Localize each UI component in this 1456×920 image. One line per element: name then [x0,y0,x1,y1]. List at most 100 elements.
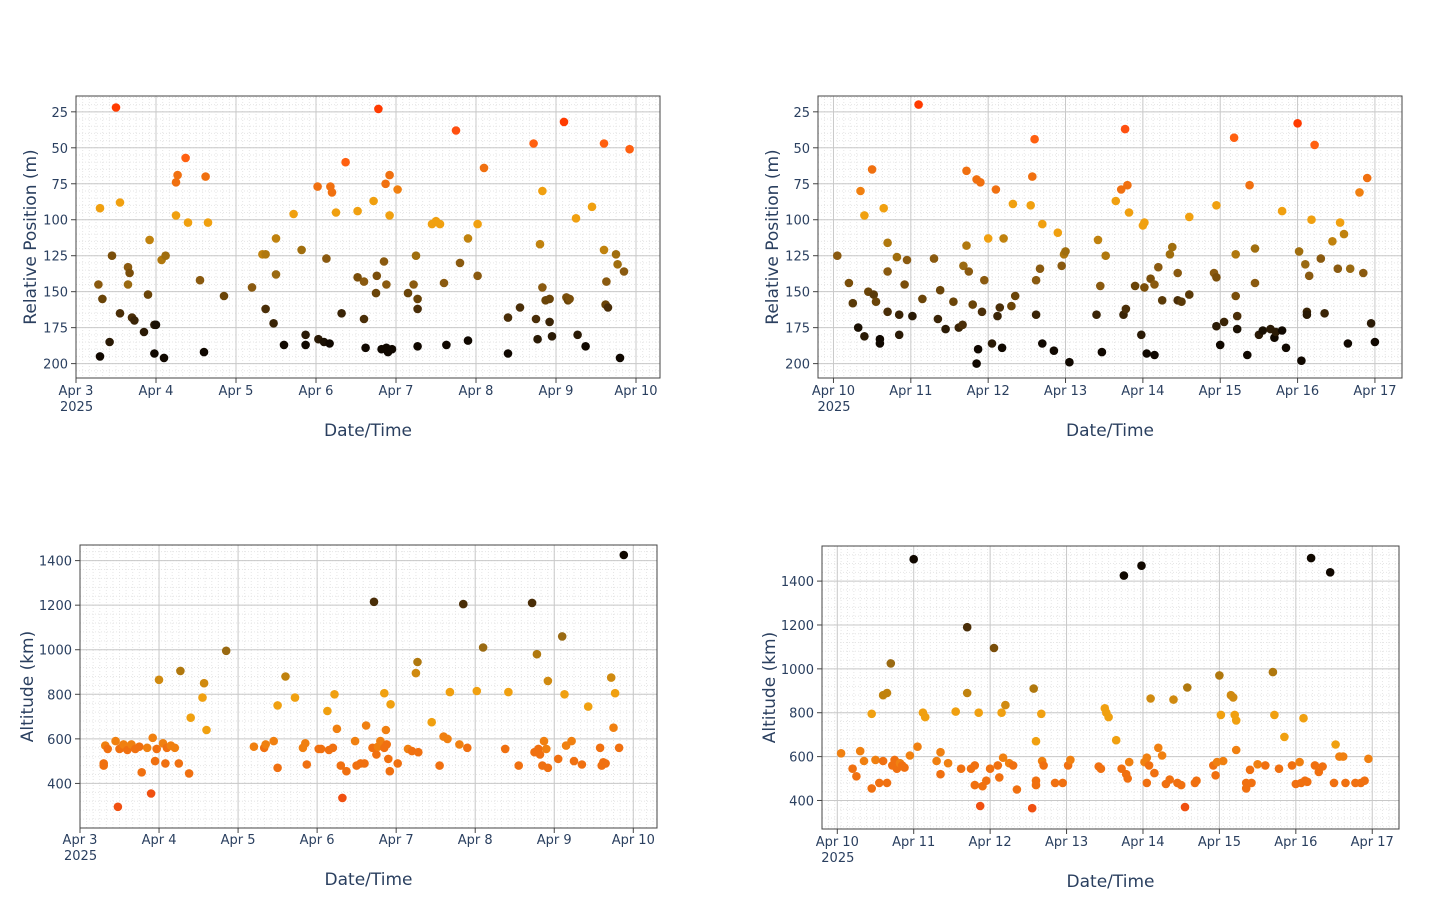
data-point [439,278,449,288]
data-point [860,211,869,220]
data-point [1001,700,1010,710]
data-point [1142,778,1152,788]
data-point [442,340,451,350]
data-point [902,255,912,265]
x-tick-label: Apr 3 [59,384,94,399]
data-point [989,643,999,653]
x-tick-label: Apr 13 [1045,835,1088,850]
data-point [1333,264,1343,274]
data-point [975,801,985,811]
data-point [977,307,987,317]
data-point [247,283,257,292]
data-point [203,218,213,227]
y-tick-label: 125 [43,250,68,265]
y-tick-label: 400 [47,777,72,792]
data-point [148,733,157,743]
data-point [125,268,134,278]
data-point [105,337,114,347]
x-tick-label: Apr 6 [299,384,334,399]
data-point [139,327,149,337]
y-tick-label: 75 [51,178,68,193]
data-point [1146,694,1155,703]
data-point [1229,133,1239,142]
data-point [545,294,554,304]
y-tick-label: 1200 [39,599,72,614]
data-point [529,139,538,148]
data-point [269,319,278,328]
data-point [894,330,904,340]
data-point [393,759,403,768]
y-tick-label: 25 [51,106,68,121]
data-point [279,340,289,350]
x-year-label: 2025 [817,400,850,415]
data-point [115,198,125,207]
data-point [935,285,945,295]
data-point [1061,247,1070,256]
data-point [199,347,209,357]
data-point [599,245,609,255]
data-point [583,702,593,711]
data-point [527,598,537,608]
scatter-points [833,100,1380,368]
data-point [1355,188,1364,197]
data-point [386,700,395,709]
x-tick-label: Apr 4 [139,384,174,399]
data-point [844,278,854,288]
data-point [322,254,331,263]
data-point [539,736,549,746]
data-point [882,688,892,698]
x-tick-label: Apr 14 [1121,835,1164,850]
data-point [115,309,125,318]
data-point [1035,264,1045,274]
plot-frame [817,95,1403,379]
data-point [1119,571,1129,580]
data-point [1097,347,1107,357]
data-point [1096,281,1105,291]
data-point [1304,271,1314,281]
data-point [1093,235,1103,245]
data-point [281,672,290,681]
data-point [290,693,300,702]
data-point [1331,740,1340,749]
data-point [145,235,154,245]
data-point [455,740,464,749]
data-point [381,725,391,735]
data-point [463,743,472,753]
data-point [1169,695,1178,704]
data-point [1232,311,1242,321]
data-point [1245,765,1255,775]
data-point [543,676,553,686]
data-point [962,622,972,632]
data-point [1329,778,1339,788]
data-point [159,353,169,363]
data-point [619,267,629,276]
data-point [970,761,980,770]
data-point [1027,803,1037,813]
data-point [1370,337,1380,347]
data-point [1345,264,1355,274]
data-point [581,342,590,351]
data-point [573,330,582,340]
data-point [1215,340,1225,350]
x-tick-label: Apr 8 [459,384,494,399]
data-point [949,297,958,307]
data-point [443,734,452,744]
data-point [932,756,941,766]
data-point [1299,713,1308,723]
data-point [385,211,394,220]
data-point [316,744,326,754]
data-point [369,597,379,607]
data-point [1030,134,1039,144]
data-point [908,311,917,321]
data-point [535,750,545,759]
data-point [273,701,282,710]
data-point [1007,301,1016,311]
data-point [1039,761,1048,770]
data-point [107,251,117,260]
x-tick-label: Apr 16 [1276,384,1319,399]
data-point [1154,262,1163,272]
data-point [1366,319,1376,328]
data-point [427,717,437,727]
data-point [371,288,381,298]
data-point [413,294,422,304]
